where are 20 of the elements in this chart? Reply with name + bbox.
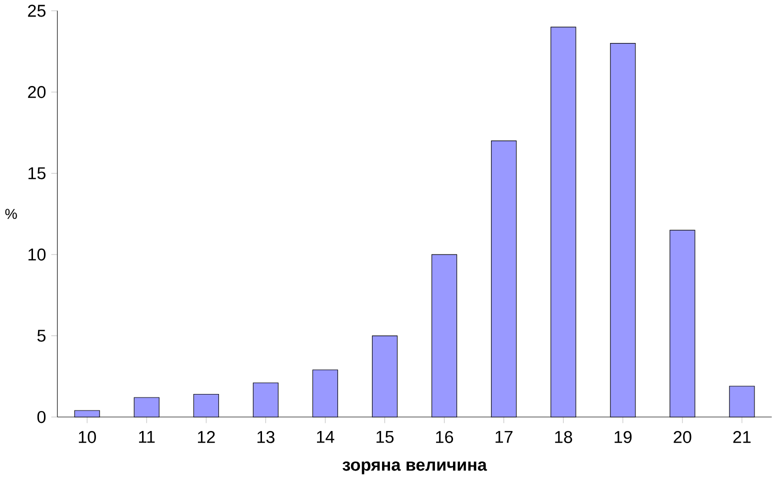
y-tick-label: 5 <box>37 330 46 342</box>
x-axis-title: зоряна величина <box>342 461 488 474</box>
x-tick-label: 19 <box>614 431 632 444</box>
x-tick-label: 12 <box>198 431 215 443</box>
x-tick-label: 18 <box>555 431 572 444</box>
x-tick-label: 16 <box>436 431 454 444</box>
x-tick-label: 21 <box>733 431 751 443</box>
x-tick-label: 15 <box>376 431 394 443</box>
y-tick-label: 0 <box>37 410 46 424</box>
y-tick-label: 25 <box>28 4 46 17</box>
x-tick-label: 13 <box>257 431 274 444</box>
x-tick-label: 14 <box>317 431 334 443</box>
y-tick-label: 15 <box>28 167 46 180</box>
x-tick-label: 20 <box>674 431 692 444</box>
x-tick-label: 17 <box>496 431 512 443</box>
x-tick-label: 10 <box>78 431 96 444</box>
x-tick-label: 11 <box>139 431 155 443</box>
y-tick-label: 10 <box>28 248 46 261</box>
y-tick-label: 20 <box>28 86 46 98</box>
y-axis-title: % <box>5 208 17 219</box>
